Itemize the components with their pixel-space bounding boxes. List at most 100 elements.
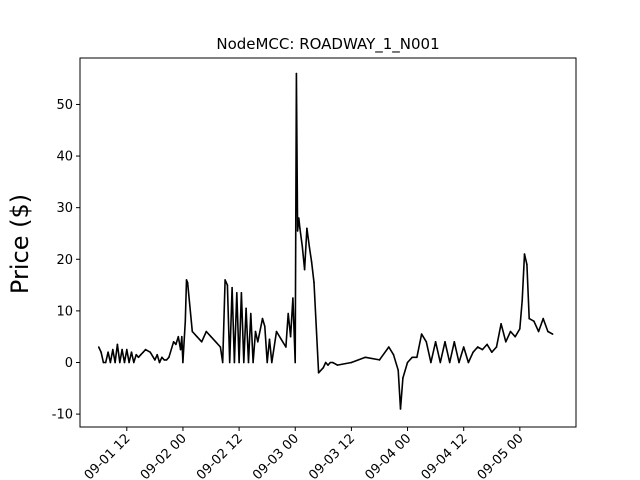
data-point: [406, 361, 409, 364]
chart-title: NodeMCC: ROADWAY_1_N001: [216, 35, 439, 54]
x-tick-label: 09-02 12: [194, 431, 246, 480]
x-tick-label: 09-05 00: [475, 431, 527, 480]
data-point: [184, 320, 187, 323]
data-point: [458, 361, 460, 364]
y-tick-label: 40: [56, 150, 73, 165]
data-point: [243, 361, 245, 364]
data-point: [310, 261, 313, 263]
y-tick-label: 0: [65, 356, 73, 371]
data-point: [238, 361, 240, 364]
y-tick-label: 10: [56, 304, 73, 319]
data-point: [439, 361, 442, 364]
data-point: [149, 351, 151, 354]
data-point: [420, 333, 423, 335]
data-point: [104, 361, 107, 364]
data-point: [317, 372, 320, 374]
data-point: [161, 356, 163, 359]
data-point: [547, 330, 549, 333]
data-point: [158, 361, 161, 364]
series-layer: [97, 72, 554, 410]
data-point: [114, 361, 116, 364]
y-tick-label: 20: [56, 253, 73, 268]
data-point: [523, 253, 526, 255]
data-point: [350, 361, 353, 364]
data-point: [453, 341, 456, 343]
data-point: [240, 292, 243, 294]
data-point: [266, 361, 269, 364]
data-point: [486, 343, 488, 346]
series-line: [97, 72, 553, 410]
data-point: [329, 361, 332, 364]
data-point: [133, 361, 135, 364]
data-point: [378, 359, 381, 361]
data-point: [182, 361, 184, 364]
data-point: [388, 346, 390, 348]
data-point: [107, 351, 109, 354]
x-axis-ticks: 09-01 12 09-02 00 09-02 12 09-03 00 09-03 12…: [82, 427, 527, 480]
data-point: [177, 335, 180, 338]
data-point: [228, 361, 231, 364]
data-point: [397, 369, 400, 372]
data-point: [119, 361, 121, 364]
data-point: [271, 361, 273, 364]
data-point: [275, 330, 278, 333]
data-point: [261, 317, 264, 320]
data-point: [500, 323, 502, 325]
data-point: [472, 351, 474, 354]
data-point: [467, 361, 470, 364]
data-point: [434, 341, 437, 343]
data-point: [252, 361, 254, 364]
data-point: [205, 330, 208, 333]
data-point: [392, 353, 395, 356]
data-point: [430, 361, 432, 364]
data-point: [140, 353, 142, 356]
data-point: [289, 335, 292, 338]
data-point: [402, 377, 404, 379]
data-point: [295, 72, 298, 75]
x-tick-label: 09-01 12: [82, 431, 134, 480]
data-point: [528, 317, 530, 320]
data-point: [280, 338, 283, 341]
data-point: [144, 348, 147, 351]
data-point: [254, 330, 257, 333]
data-point: [287, 312, 290, 315]
data-point: [264, 325, 266, 328]
data-point: [537, 330, 540, 333]
data-point: [336, 364, 339, 366]
data-point: [200, 341, 203, 343]
data-point: [491, 351, 493, 354]
data-point: [214, 341, 217, 343]
data-point: [163, 359, 165, 361]
x-tick-label: 09-02 00: [138, 431, 190, 480]
data-point: [245, 307, 247, 310]
data-point: [533, 320, 535, 323]
data-point: [224, 279, 226, 281]
data-point: [236, 292, 238, 294]
data-point: [123, 361, 126, 364]
data-point: [298, 217, 300, 219]
data-point: [142, 351, 144, 354]
data-point: [172, 341, 175, 343]
data-point: [112, 348, 114, 351]
data-point: [303, 268, 306, 271]
data-point: [130, 351, 133, 354]
data-point: [102, 361, 105, 364]
y-tick-label: 50: [56, 98, 73, 113]
data-point: [514, 335, 516, 338]
data-point: [308, 245, 311, 248]
data-point: [306, 227, 308, 230]
data-point: [448, 361, 451, 364]
data-point: [296, 230, 299, 232]
data-point: [299, 227, 301, 230]
data-point: [226, 284, 229, 286]
x-tick-label: 09-04 12: [419, 431, 471, 480]
data-point: [425, 341, 428, 343]
data-point: [313, 281, 315, 284]
data-point: [154, 359, 156, 361]
data-point: [292, 297, 294, 299]
data-point: [521, 299, 523, 302]
data-point: [322, 366, 325, 369]
data-point: [191, 330, 194, 333]
data-point: [495, 346, 498, 348]
